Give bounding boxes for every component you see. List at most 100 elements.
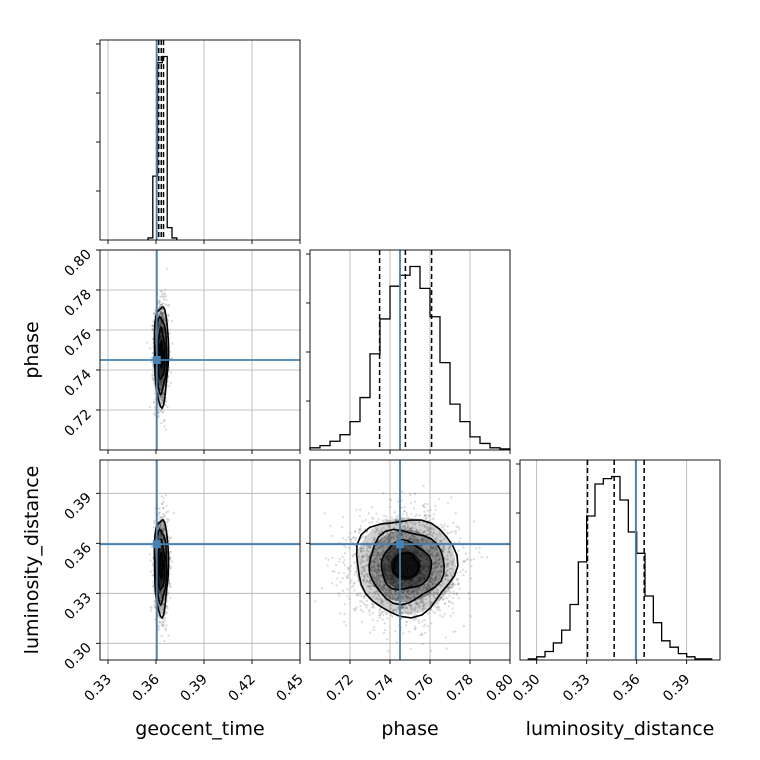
sample-point <box>346 576 349 580</box>
sample-point <box>365 573 368 576</box>
sample-point <box>391 573 394 576</box>
sample-point <box>428 601 431 604</box>
sample-point <box>157 411 160 414</box>
panel-frame <box>519 459 721 661</box>
sample-point <box>164 295 168 298</box>
sample-point <box>149 609 152 612</box>
sample-point <box>418 601 422 604</box>
sample-point <box>419 598 422 601</box>
sample-point <box>359 600 362 603</box>
sample-point <box>321 587 324 590</box>
sample-point <box>395 533 398 536</box>
sample-point <box>151 584 155 587</box>
sample-point <box>401 535 404 539</box>
sample-point <box>430 649 433 652</box>
sample-point <box>414 552 417 555</box>
sample-point <box>440 526 443 529</box>
sample-point <box>431 583 435 586</box>
sample-point <box>158 325 161 328</box>
sample-point <box>377 569 380 572</box>
sample-point <box>160 534 163 537</box>
sample-point <box>159 370 162 373</box>
sample-point <box>424 563 427 566</box>
sample-point <box>153 519 156 523</box>
sample-point <box>372 554 375 557</box>
sample-point <box>164 612 167 615</box>
sample-point <box>413 590 416 594</box>
sample-point <box>376 540 380 543</box>
sample-point <box>160 581 163 584</box>
sample-point <box>427 561 430 564</box>
sample-point <box>390 554 393 557</box>
sample-point <box>370 564 373 568</box>
histogram-step-line <box>309 265 511 450</box>
sample-point <box>410 604 413 607</box>
sample-point <box>418 605 421 608</box>
sample-point <box>402 528 405 531</box>
sample-point <box>449 530 452 534</box>
sample-point <box>158 381 161 384</box>
sample-point <box>349 581 352 584</box>
sample-point <box>154 414 157 417</box>
sample-point <box>405 595 409 598</box>
sample-point <box>444 577 447 581</box>
histogram-panel-phase <box>309 249 511 451</box>
sample-point <box>161 395 164 398</box>
sample-point <box>384 628 387 632</box>
sample-point <box>364 564 368 568</box>
sample-point <box>419 571 422 574</box>
sample-point <box>434 597 437 600</box>
sample-point <box>152 400 156 403</box>
sample-point <box>405 596 408 599</box>
sample-point <box>409 537 412 541</box>
sample-point <box>162 532 166 535</box>
sample-point <box>382 492 385 495</box>
sample-point <box>389 536 393 540</box>
sample-point <box>383 565 386 569</box>
sample-point <box>368 613 371 616</box>
sample-point <box>387 566 390 569</box>
sample-point <box>422 562 426 565</box>
sample-point <box>160 384 163 387</box>
sample-point <box>436 566 439 569</box>
sample-point <box>408 527 411 530</box>
sample-point <box>172 512 176 515</box>
sample-point <box>390 550 394 553</box>
sample-point <box>386 573 389 576</box>
sample-point <box>341 555 344 559</box>
sample-point <box>160 322 163 325</box>
sample-point <box>353 609 356 612</box>
sample-point <box>386 568 390 571</box>
sample-point <box>452 581 455 584</box>
sample-point <box>363 569 366 572</box>
sample-point <box>372 560 375 563</box>
sample-point <box>386 537 389 540</box>
sample-point <box>393 550 396 553</box>
sample-point <box>338 594 341 597</box>
sample-point <box>446 568 449 572</box>
sample-point <box>158 526 161 529</box>
sample-point <box>370 562 373 565</box>
sample-point <box>439 583 442 587</box>
sample-point <box>349 538 352 541</box>
sample-point <box>420 556 423 559</box>
sample-point <box>387 565 391 568</box>
sample-point <box>392 531 395 534</box>
sample-point <box>442 550 445 553</box>
sample-point <box>158 590 162 593</box>
sample-point <box>402 604 405 608</box>
sample-point <box>390 582 393 585</box>
sample-point <box>159 370 162 373</box>
sample-point <box>145 341 149 344</box>
sample-point <box>159 381 163 384</box>
sample-point <box>415 583 418 586</box>
sample-point <box>161 590 164 593</box>
sample-point <box>148 553 152 556</box>
sample-point <box>432 610 435 613</box>
sample-point <box>413 551 416 554</box>
sample-point <box>433 561 437 564</box>
sample-point <box>416 554 419 557</box>
sample-point <box>160 293 164 296</box>
sample-point <box>374 553 378 556</box>
sample-point <box>163 296 166 299</box>
